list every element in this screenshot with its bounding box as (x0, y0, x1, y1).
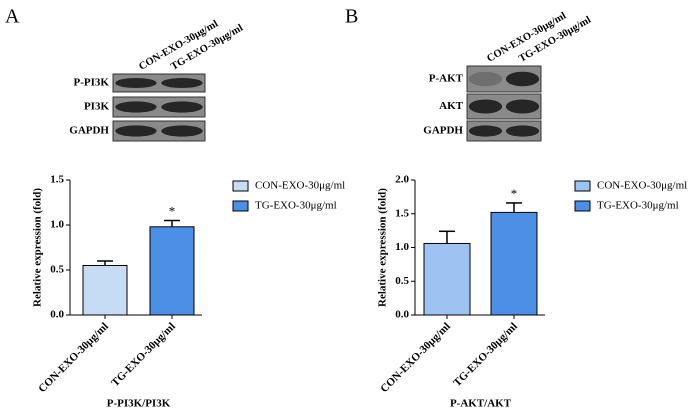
panel-label: B (345, 6, 358, 28)
legend-swatch (574, 200, 591, 212)
y-tick-label: 1.0 (395, 241, 409, 253)
blot-row-label: GAPDH (423, 125, 463, 137)
y-tick-label: 0.5 (395, 275, 409, 287)
x-tick-label: CON-EXO-30μg/ml (36, 320, 111, 395)
blot-band (468, 125, 503, 137)
blot-band (505, 125, 540, 137)
blot-band (115, 125, 157, 137)
blot-band (468, 99, 503, 114)
x-tick-label: CON-EXO-30μg/ml (378, 320, 453, 395)
x-axis-label: P-PI3K/PI3K (107, 398, 171, 410)
legend-label: TG-EXO-30μg/ml (597, 200, 679, 212)
blot-band (161, 101, 203, 113)
y-tick-label: 1.5 (395, 207, 409, 219)
blot-band (115, 77, 157, 89)
blot-band (161, 125, 203, 137)
y-axis-label: Relative expression (fold) (32, 188, 44, 307)
blot-row-label: GAPDH (69, 125, 109, 137)
y-tick-label: 0.5 (50, 264, 64, 276)
panel-label: A (5, 6, 20, 28)
blot-band (468, 71, 503, 87)
y-axis-label: Relative expression (fold) (377, 188, 389, 307)
bar (149, 226, 195, 316)
legend-label: TG-EXO-30μg/ml (255, 200, 337, 212)
legend-label: CON-EXO-30μg/ml (597, 180, 687, 192)
legend-swatch (232, 180, 249, 192)
blot-row-label: P-AKT (429, 73, 464, 85)
blot-band (161, 77, 203, 89)
x-axis-label: P-AKT/AKT (450, 398, 512, 410)
y-tick-label: 0.0 (50, 309, 64, 321)
y-tick-label: 0.0 (395, 309, 409, 321)
x-tick-label: TG-EXO-30μg/ml (109, 320, 178, 389)
y-tick-label: 1.5 (50, 174, 64, 186)
significance: * (169, 203, 176, 218)
bar (82, 265, 128, 316)
legend-swatch (574, 180, 591, 192)
blot-band (505, 99, 540, 114)
significance: * (511, 186, 518, 201)
blot-row-label: P-PI3K (74, 77, 110, 89)
blot-band (115, 101, 157, 113)
bar (490, 211, 538, 316)
y-tick-label: 2.0 (395, 174, 409, 186)
y-tick-label: 1.0 (50, 219, 64, 231)
legend-swatch (232, 200, 249, 212)
x-tick-label: TG-EXO-30μg/ml (451, 320, 520, 389)
blot-row-label: PI3K (84, 101, 110, 113)
legend-label: CON-EXO-30μg/ml (255, 180, 345, 192)
bar (423, 242, 471, 316)
blot-row-label: AKT (439, 100, 464, 112)
blot-band (505, 71, 540, 87)
